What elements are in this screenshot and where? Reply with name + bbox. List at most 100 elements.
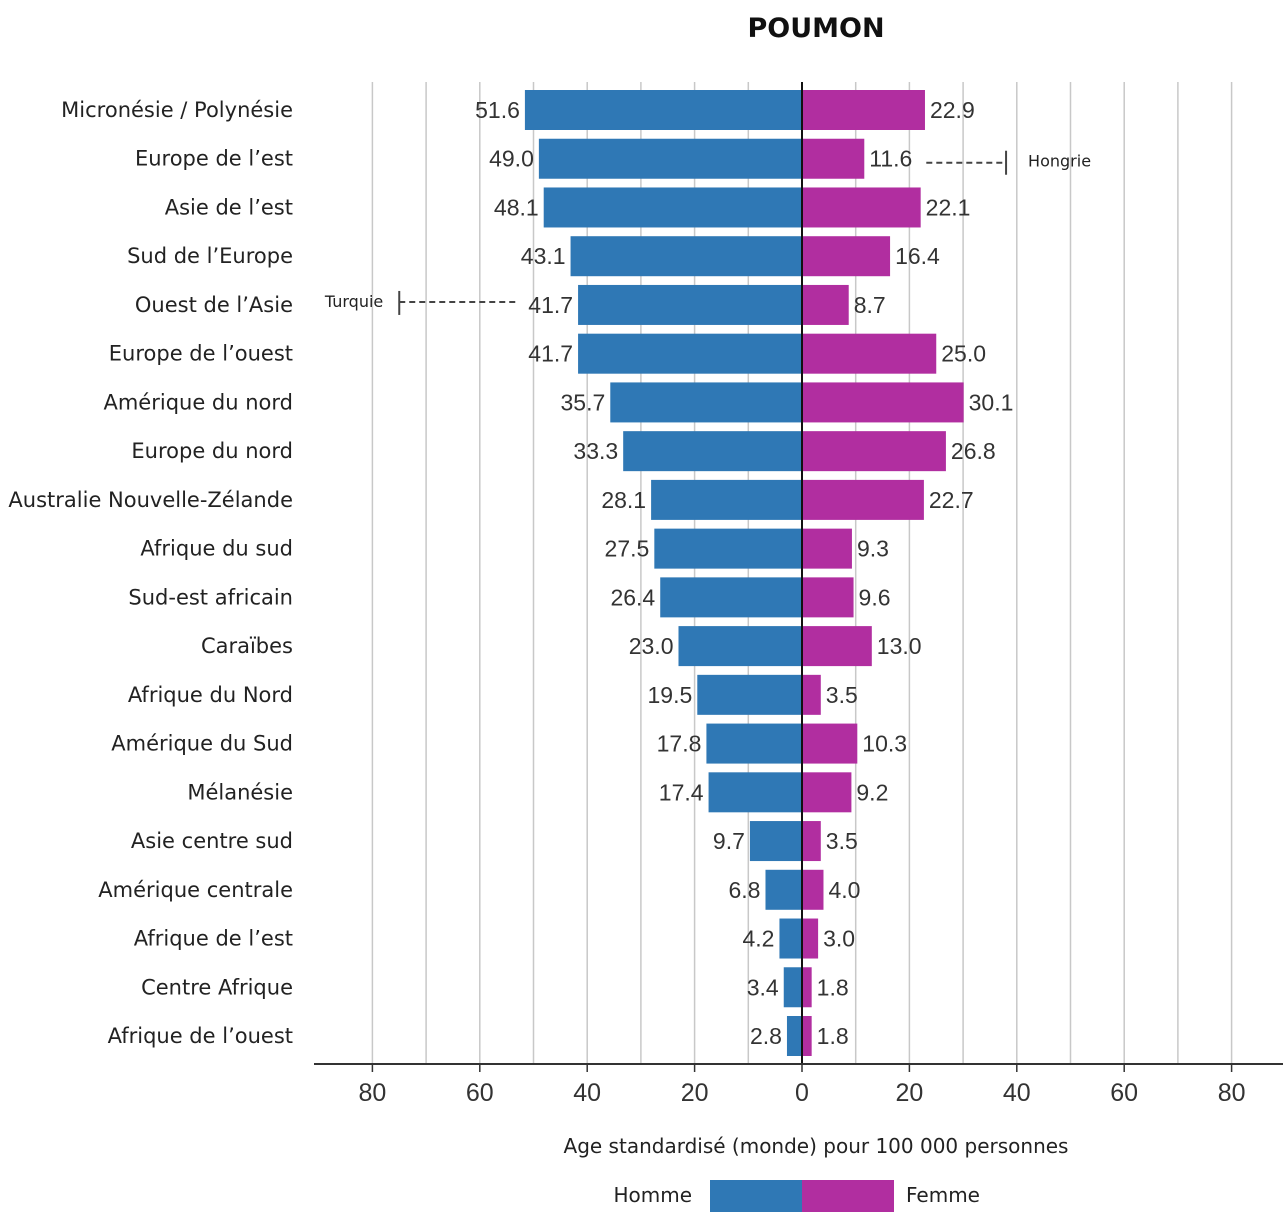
- bars: [524, 82, 964, 1064]
- legend: Homme Femme: [613, 1180, 980, 1212]
- value-label-homme: 28.1: [601, 487, 646, 513]
- value-label-femme: 30.1: [969, 389, 1014, 415]
- annotation-label-hongrie: Hongrie: [1028, 152, 1091, 171]
- annotation-label-turquie: Turquie: [324, 292, 383, 311]
- value-label-femme: 22.1: [926, 194, 971, 220]
- bar-femme: [802, 674, 821, 715]
- bar-femme: [802, 626, 872, 667]
- x-tick-label: 40: [573, 1079, 601, 1107]
- category-label: Micronésie / Polynésie: [61, 98, 293, 122]
- value-label-homme: 6.8: [728, 877, 760, 903]
- bar-femme: [802, 967, 812, 1008]
- value-label-femme: 1.8: [817, 974, 849, 1000]
- value-label-homme: 49.0: [489, 146, 534, 172]
- category-label: Asie de l’est: [165, 195, 293, 219]
- category-label: Sud de l’Europe: [127, 244, 293, 268]
- bar-homme: [524, 90, 802, 130]
- bar-homme: [651, 479, 802, 520]
- bar-femme: [802, 1016, 812, 1056]
- bar-femme: [802, 187, 921, 228]
- value-label-homme: 3.4: [747, 974, 779, 1000]
- bar-homme: [706, 723, 802, 764]
- value-label-femme: 22.9: [930, 97, 975, 123]
- x-tick-label: 20: [895, 1079, 923, 1107]
- bar-femme: [802, 869, 824, 910]
- value-label-femme: 9.2: [856, 779, 888, 805]
- value-label-femme: 4.0: [828, 877, 860, 903]
- bar-homme: [779, 918, 802, 959]
- category-label: Sud-est africain: [128, 585, 293, 609]
- bar-femme: [802, 284, 849, 325]
- value-label-homme: 17.8: [657, 731, 702, 757]
- bar-femme: [802, 479, 924, 520]
- value-label-homme: 2.8: [750, 1023, 782, 1049]
- value-label-homme: 51.6: [475, 97, 520, 123]
- value-label-femme: 13.0: [877, 633, 922, 659]
- bar-homme: [697, 674, 802, 715]
- category-label: Mélanésie: [187, 780, 293, 804]
- bar-homme: [749, 821, 802, 862]
- value-label-femme: 3.0: [823, 926, 855, 952]
- value-labels: 51.6 22.9 49.0 11.6 48.1 22.1 43.1 16.4 41.7 8.7 4…: [475, 97, 1013, 1049]
- bar-femme: [802, 821, 821, 862]
- x-axis-label: Age standardisé (monde) pour 100 000 per…: [564, 1134, 1069, 1158]
- bar-homme: [708, 772, 802, 813]
- value-label-femme: 9.6: [859, 584, 891, 610]
- category-label: Centre Afrique: [141, 975, 293, 999]
- category-label: Ouest de l’Asie: [135, 293, 293, 317]
- x-tick-label: 60: [466, 1079, 494, 1107]
- category-labels: Micronésie / Polynésie Europe de l’est Asi…: [8, 98, 293, 1048]
- value-label-homme: 33.3: [573, 438, 618, 464]
- x-tick-label: 0: [795, 1079, 809, 1107]
- value-label-femme: 22.7: [929, 487, 974, 513]
- bar-femme: [802, 528, 852, 569]
- x-tick-label: 80: [358, 1079, 386, 1107]
- value-label-homme: 19.5: [648, 682, 693, 708]
- legend-label-femme: Femme: [906, 1183, 980, 1207]
- x-tick-label: 20: [681, 1079, 709, 1107]
- bar-homme: [570, 236, 802, 277]
- value-label-femme: 11.6: [869, 146, 912, 172]
- value-label-homme: 43.1: [521, 243, 566, 269]
- bar-homme: [654, 528, 802, 569]
- bar-femme: [802, 90, 925, 130]
- x-tick-label: 80: [1218, 1079, 1246, 1107]
- category-label: Europe du nord: [131, 439, 293, 463]
- bar-femme: [802, 431, 946, 472]
- category-label: Afrique du Nord: [128, 683, 293, 707]
- chart-title: POUMON: [747, 13, 884, 44]
- bar-homme: [578, 333, 802, 374]
- bar-femme: [802, 236, 891, 277]
- bar-homme: [543, 187, 802, 228]
- bar-homme: [623, 431, 802, 472]
- value-label-homme: 48.1: [494, 194, 539, 220]
- legend-swatch-homme: [710, 1180, 802, 1212]
- category-label: Asie centre sud: [131, 829, 293, 853]
- category-label: Afrique de l’ouest: [108, 1024, 293, 1048]
- category-label: Australie Nouvelle-Zélande: [8, 488, 293, 512]
- category-label: Amérique du nord: [103, 390, 293, 414]
- value-label-homme: 35.7: [561, 389, 606, 415]
- bar-femme: [802, 918, 819, 959]
- bar-femme: [802, 333, 937, 374]
- x-tick-label: 40: [1003, 1079, 1031, 1107]
- value-label-homme: 17.4: [659, 779, 704, 805]
- value-label-homme: 23.0: [629, 633, 674, 659]
- category-label: Amérique du Sud: [111, 732, 293, 756]
- bar-homme: [578, 284, 802, 325]
- value-label-femme: 16.4: [895, 243, 940, 269]
- value-label-femme: 25.0: [941, 341, 986, 367]
- x-tick-label: 60: [1110, 1079, 1138, 1107]
- category-label: Europe de l’ouest: [109, 342, 293, 366]
- value-label-homme: 41.7: [528, 292, 573, 318]
- legend-label-homme: Homme: [613, 1183, 692, 1207]
- value-label-homme: 9.7: [713, 828, 745, 854]
- bar-femme: [802, 723, 858, 764]
- x-axis: 80 60 40 20 0 20 40 60 80: [314, 1063, 1283, 1107]
- value-label-femme: 26.8: [951, 438, 996, 464]
- category-label: Europe de l’est: [135, 147, 293, 171]
- bar-femme: [802, 138, 865, 179]
- value-label-homme: 4.2: [742, 926, 774, 952]
